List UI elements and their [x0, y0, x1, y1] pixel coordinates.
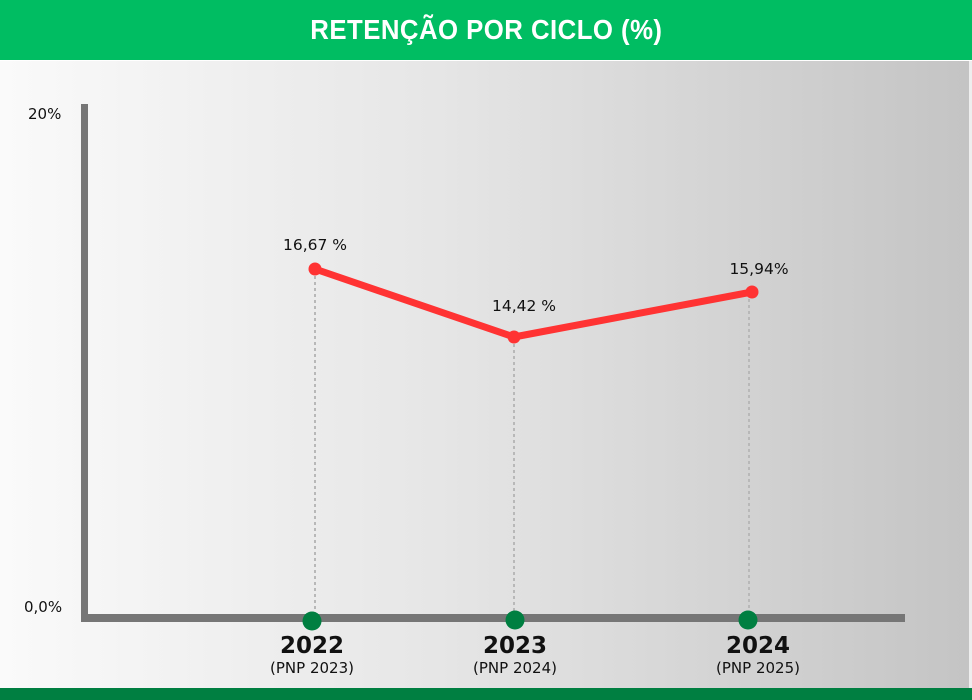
x-year-2023: 2023: [482, 633, 547, 659]
x-label-2022: 2022 (PNP 2023): [232, 633, 392, 677]
y-max-label: 20%: [28, 105, 62, 123]
panel-edge: [969, 61, 972, 688]
data-point-2022: [308, 262, 322, 276]
x-axis: [81, 614, 905, 622]
x-sub-2023: (PNP 2024): [473, 659, 557, 677]
x-year-2024: 2024: [725, 633, 790, 659]
x-marker-2023: [505, 610, 525, 630]
data-label-2024: 15,94%: [729, 260, 789, 278]
x-marker-2022: [302, 611, 322, 631]
y-axis: [81, 104, 88, 622]
chart-title: RETENÇÃO POR CICLO (%): [309, 14, 663, 45]
x-label-2023: 2023 (PNP 2024): [435, 633, 595, 677]
data-point-2023: [507, 330, 521, 344]
x-sub-2022: (PNP 2023): [270, 659, 354, 677]
chart-panel: [0, 61, 969, 688]
data-label-2022: 16,67 %: [282, 236, 348, 254]
x-sub-2024: (PNP 2025): [716, 659, 800, 677]
data-point-2024: [745, 285, 759, 299]
chart-header: RETENÇÃO POR CICLO (%): [0, 0, 972, 60]
y-min-label: 0,0%: [24, 598, 63, 616]
data-label-2023: 14,42 %: [491, 297, 557, 315]
footer-bar: [0, 688, 972, 700]
x-year-2022: 2022: [279, 633, 344, 659]
x-label-2024: 2024 (PNP 2025): [678, 633, 838, 677]
x-marker-2024: [738, 610, 758, 630]
